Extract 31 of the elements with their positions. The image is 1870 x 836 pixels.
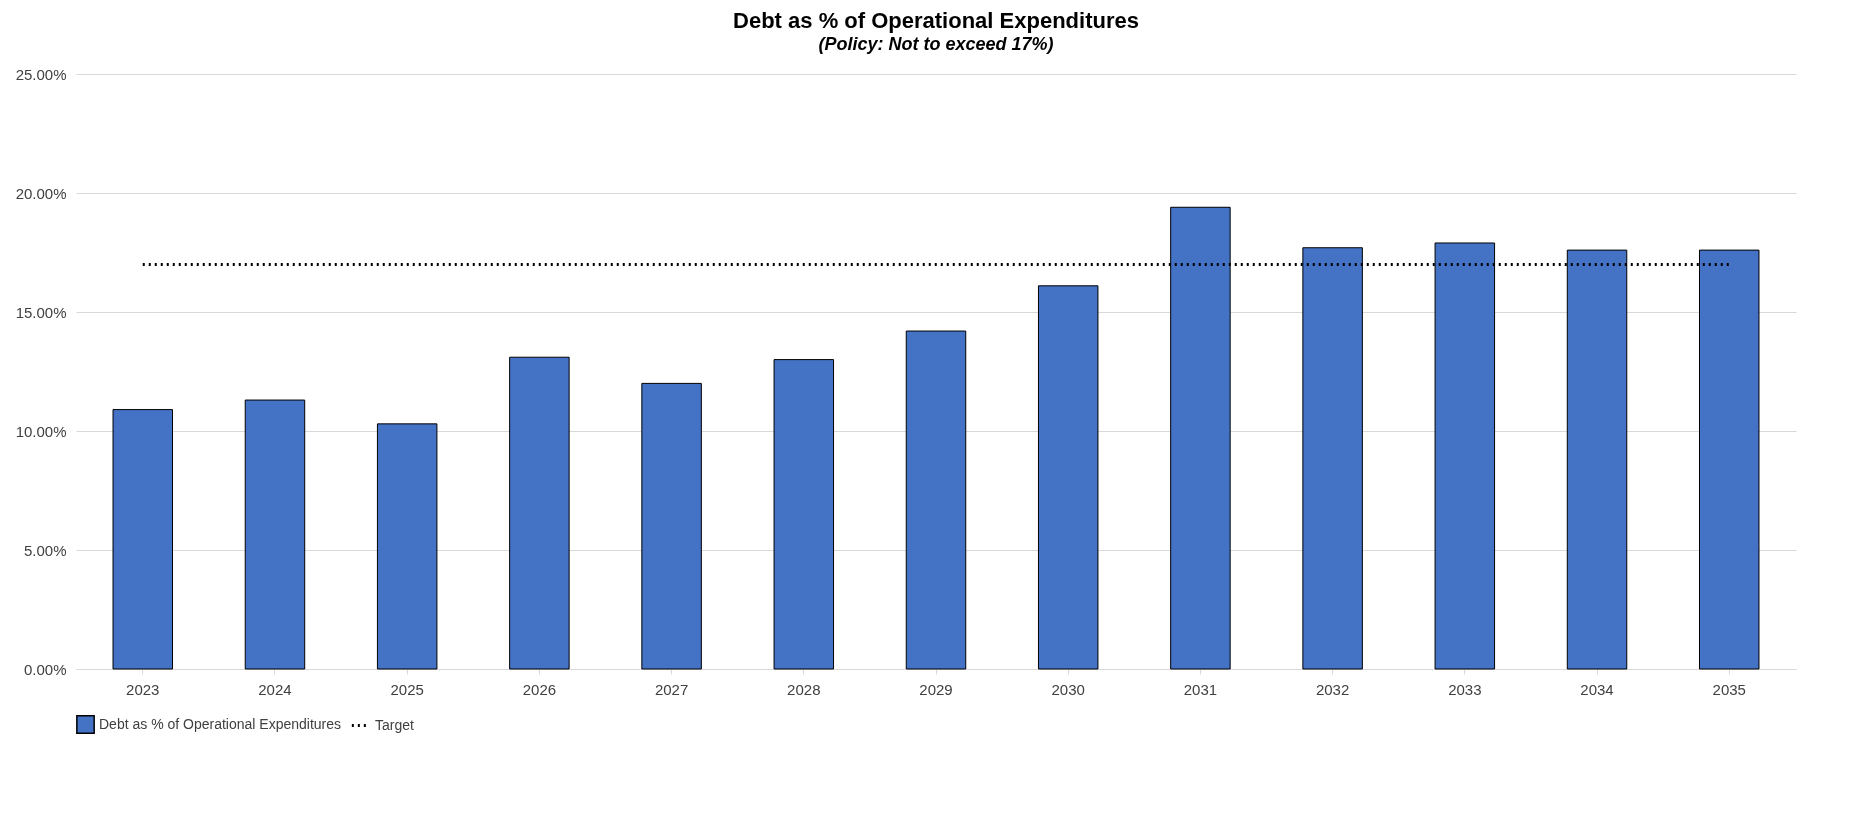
bar [905,330,967,670]
bar [1037,285,1099,670]
chart-title: Debt as % of Operational Expenditures [733,8,1139,33]
x-tick-label: 2023 [126,680,160,698]
y-tick-label: 0.00% [23,660,67,678]
x-tick-label: 2028 [787,680,821,698]
legend-label: Debt as % of Operational Expenditures [99,715,342,732]
bar [376,423,438,670]
bar [244,399,306,670]
bar [773,359,835,670]
y-tick-label: 25.00% [15,65,67,83]
y-tick-label: 5.00% [23,541,67,559]
x-tick-label: 2027 [654,680,689,698]
bar [641,382,702,670]
bar [112,409,174,670]
x-tick-label: 2024 [258,680,292,698]
x-tick-label: 2029 [919,680,953,698]
y-tick-label: 20.00% [15,184,67,202]
x-tick-label: 2033 [1448,680,1482,698]
y-tick-label: 10.00% [15,422,67,440]
x-tick-label: 2035 [1712,680,1746,698]
bar [509,356,570,670]
y-tick-label: 15.00% [15,303,67,321]
legend-label: Target [375,716,415,733]
x-tick-label: 2034 [1580,680,1614,698]
x-tick-label: 2030 [1051,680,1085,698]
x-tick-label: 2025 [390,680,424,698]
chart-subtitle: (Policy: Not to exceed 17%) [818,34,1054,54]
x-tick-label: 2032 [1315,680,1350,698]
x-tick-label: 2026 [522,680,557,698]
x-tick-label: 2031 [1183,680,1218,698]
